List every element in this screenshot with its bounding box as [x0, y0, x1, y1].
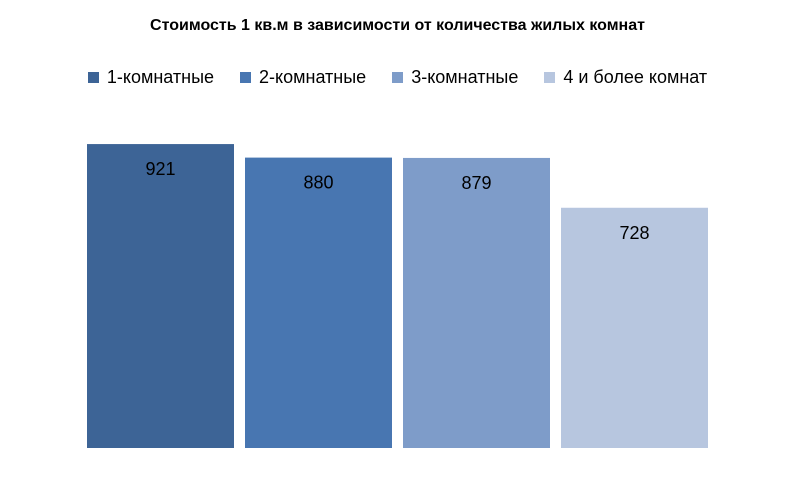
legend-swatch-2: [240, 72, 252, 83]
legend-swatch-3: [392, 72, 404, 83]
data-label-1: 921: [145, 159, 175, 179]
legend-item-4: 4 и более комнат: [544, 67, 707, 88]
data-label-2: 880: [303, 173, 333, 193]
data-label-3: 879: [461, 173, 491, 193]
legend-label-2: 2-комнатные: [259, 67, 367, 87]
bar-2: [245, 157, 392, 448]
legend-label-1: 1-комнатные: [106, 67, 215, 87]
legend-item-2: 2-комнатные: [240, 67, 366, 88]
legend-label-4: 4 и более комнат: [563, 67, 708, 87]
chart-title: Стоимость 1 кв.м в зависимости от количе…: [150, 17, 645, 34]
chart-legend: 1-комнатные 2-комнатные 3-комнатные 4 и …: [0, 67, 795, 88]
legend-item-3: 3-комнатные: [392, 67, 518, 88]
legend-swatch-1: [87, 72, 99, 83]
data-label-4: 728: [619, 223, 649, 243]
legend-label-3: 3-комнатные: [411, 67, 519, 87]
bar-4: [561, 207, 708, 448]
bar-1: [87, 144, 234, 448]
legend-item-1: 1-комнатные: [87, 67, 215, 88]
bar-3: [403, 157, 550, 448]
legend-swatch-4: [544, 72, 556, 83]
